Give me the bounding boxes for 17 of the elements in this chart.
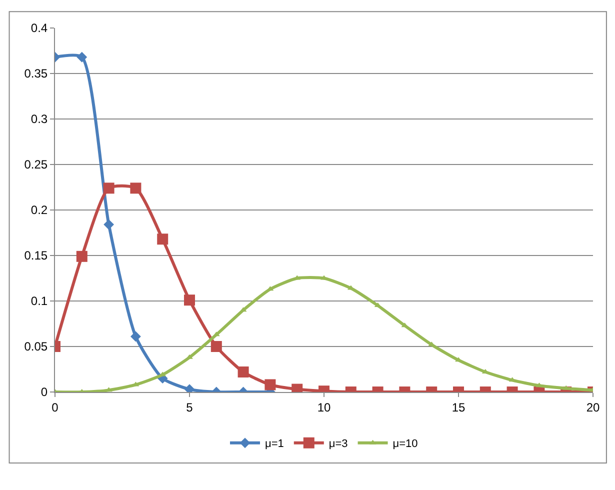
- y-tick-label: 0.25: [24, 158, 48, 172]
- y-tick-label: 0: [40, 385, 48, 400]
- y-tick-label: 0.2: [30, 203, 48, 218]
- y-tick-label: 0.35: [24, 66, 48, 81]
- y-tick-label: 0.05: [24, 340, 48, 354]
- y-tick-label: 0.15: [24, 248, 48, 263]
- legend-label: μ=1: [265, 438, 284, 450]
- y-tick-label: 0.1: [30, 294, 48, 308]
- y-tick-label: 0.3: [30, 112, 48, 126]
- legend-label: μ=10: [392, 438, 418, 450]
- legend-label: μ=3: [328, 438, 348, 450]
- x-tick-label: 0: [52, 400, 59, 414]
- x-tick-label: 20: [586, 400, 600, 414]
- x-tick-label: 10: [317, 400, 331, 414]
- y-tick-label: 0.4: [30, 21, 48, 36]
- x-tick-label: 5: [186, 400, 194, 414]
- x-tick-label: 15: [452, 400, 466, 414]
